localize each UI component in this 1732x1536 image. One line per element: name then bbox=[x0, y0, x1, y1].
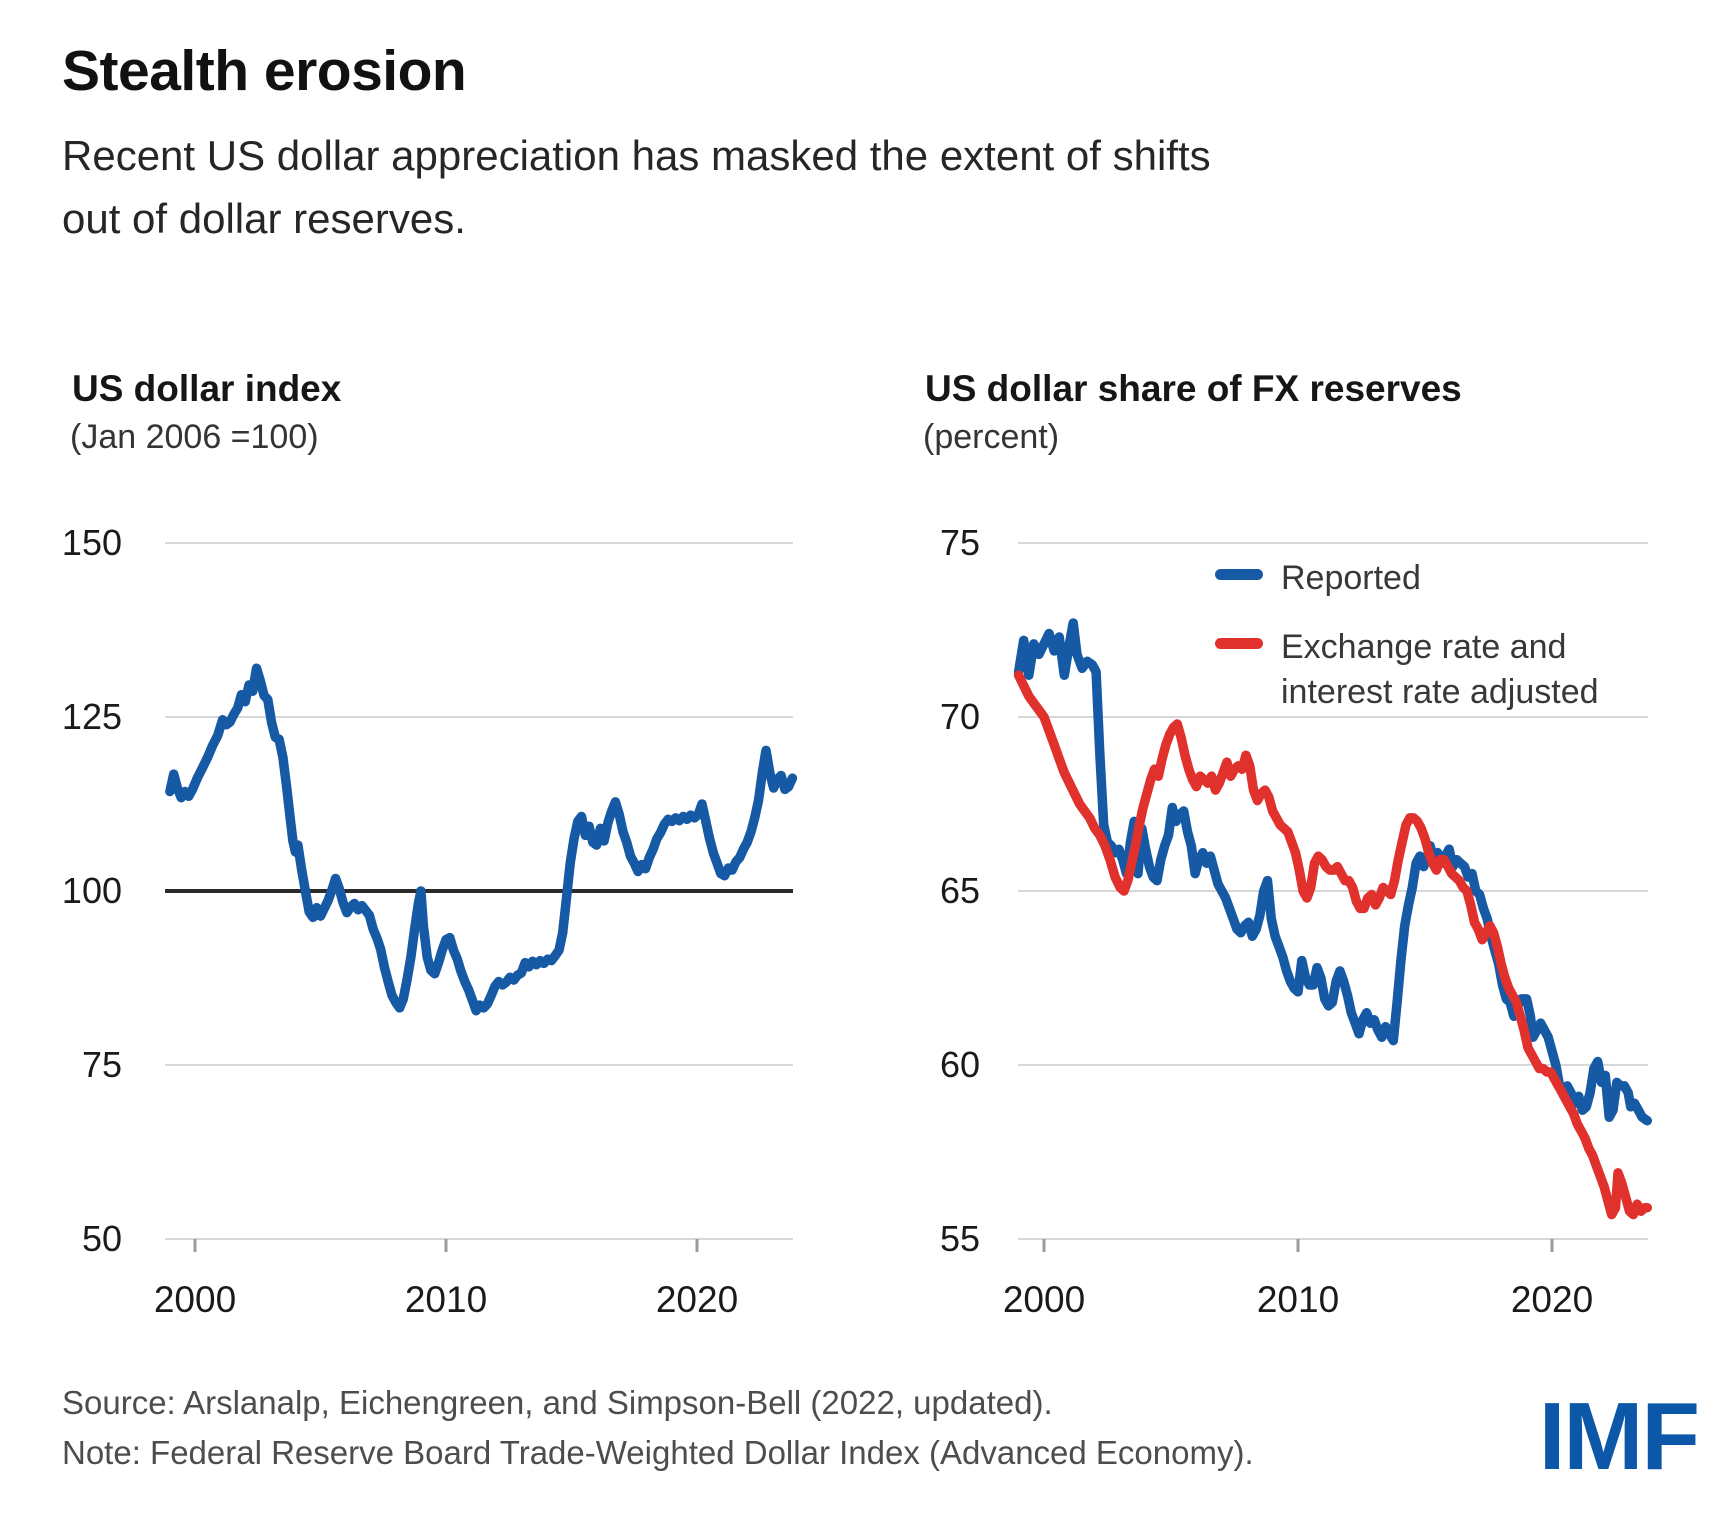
y-tick-label: 75 bbox=[940, 522, 980, 563]
y-tick-label: 150 bbox=[62, 522, 122, 563]
adjusted-line bbox=[1013, 670, 1653, 1220]
adjusted-legend-swatch-icon bbox=[1215, 638, 1263, 650]
legend: Reported Exchange rate and interest rate… bbox=[1215, 556, 1599, 740]
y-tick-label: 65 bbox=[940, 870, 980, 911]
x-tick-label: 2000 bbox=[154, 1279, 236, 1320]
legend-label-reported: Reported bbox=[1281, 559, 1421, 597]
right-chart-title: US dollar share of FX reserves bbox=[925, 368, 1462, 409]
right-chart-plot: 75 70 65 60 55 2000 2010 2020 bbox=[940, 522, 1653, 1320]
x-tick-label: 2000 bbox=[1003, 1279, 1085, 1320]
imf-logo: IMF bbox=[1538, 1383, 1700, 1490]
y-tick-label: 50 bbox=[82, 1218, 122, 1259]
source-note: Source: Arslanalp, Eichengreen, and Simp… bbox=[62, 1384, 1053, 1421]
x-tick-label: 2010 bbox=[1257, 1279, 1339, 1320]
y-tick-label: 125 bbox=[62, 696, 122, 737]
y-tick-label: 100 bbox=[62, 870, 122, 911]
y-tick-label: 70 bbox=[940, 696, 980, 737]
page-title: Stealth erosion bbox=[62, 39, 467, 103]
x-tick-label: 2010 bbox=[405, 1279, 487, 1320]
footnotes: Source: Arslanalp, Eichengreen, and Simp… bbox=[62, 1378, 1254, 1478]
x-tick-label: 2020 bbox=[656, 1279, 738, 1320]
y-tick-label: 60 bbox=[940, 1044, 980, 1085]
y-tick-label: 75 bbox=[82, 1044, 122, 1085]
usd-index-line bbox=[165, 663, 798, 1016]
legend-item-adjusted: Exchange rate and interest rate adjusted bbox=[1215, 625, 1599, 715]
left-chart-plot: 150 125 100 75 50 2000 2010 2020 bbox=[62, 522, 798, 1320]
reported-line bbox=[1013, 618, 1653, 1126]
y-tick-label: 55 bbox=[940, 1218, 980, 1259]
legend-label-adjusted: Exchange rate and interest rate adjusted bbox=[1281, 628, 1599, 712]
x-tick-label: 2020 bbox=[1511, 1279, 1593, 1320]
right-chart-unit: (percent) bbox=[923, 418, 1060, 456]
left-chart-unit: (Jan 2006 =100) bbox=[70, 418, 319, 456]
legend-item-reported: Reported bbox=[1215, 556, 1599, 601]
page-subtitle: Recent US dollar appreciation has masked… bbox=[62, 132, 1211, 242]
reported-legend-swatch-icon bbox=[1215, 569, 1263, 580]
methodology-note: Note: Federal Reserve Board Trade-Weight… bbox=[62, 1434, 1254, 1472]
left-chart-title: US dollar index bbox=[72, 368, 342, 409]
